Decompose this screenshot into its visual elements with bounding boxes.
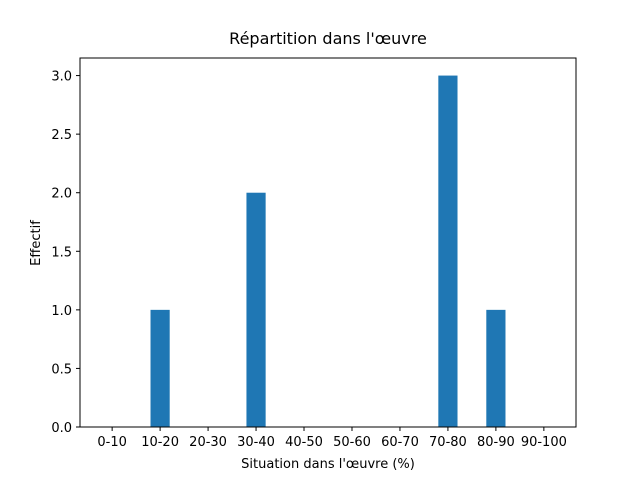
y-tick-label: 1.0 xyxy=(51,304,72,319)
x-tick-label: 10-20 xyxy=(141,435,179,450)
y-axis-label: Effectif xyxy=(29,220,44,266)
y-tick-label: 2.0 xyxy=(51,187,72,202)
bar xyxy=(438,75,458,428)
y-tick-label: 0.5 xyxy=(51,362,72,377)
y-tick-label: 1.5 xyxy=(51,245,72,260)
x-tick-label: 80-90 xyxy=(477,435,515,450)
y-tick-label: 0.0 xyxy=(51,421,72,436)
x-tick-label: 60-70 xyxy=(381,435,419,450)
axes-frame xyxy=(79,57,577,428)
y-tick-label: 3.0 xyxy=(51,70,72,85)
x-tick-label: 0-10 xyxy=(97,435,127,450)
bar xyxy=(246,192,266,427)
chart-title: Répartition dans l'œuvre xyxy=(229,29,427,48)
x-tick-label: 90-100 xyxy=(521,435,567,450)
y-tick-label: 2.5 xyxy=(51,128,72,143)
bar xyxy=(486,309,506,427)
x-axis-label: Situation dans l'œuvre (%) xyxy=(241,457,415,472)
x-tick-label: 30-40 xyxy=(237,435,275,450)
x-tick-label: 50-60 xyxy=(333,435,371,450)
bar xyxy=(150,309,170,427)
x-tick-label: 20-30 xyxy=(189,435,227,450)
x-tick-label: 40-50 xyxy=(285,435,323,450)
x-tick-label: 70-80 xyxy=(429,435,467,450)
